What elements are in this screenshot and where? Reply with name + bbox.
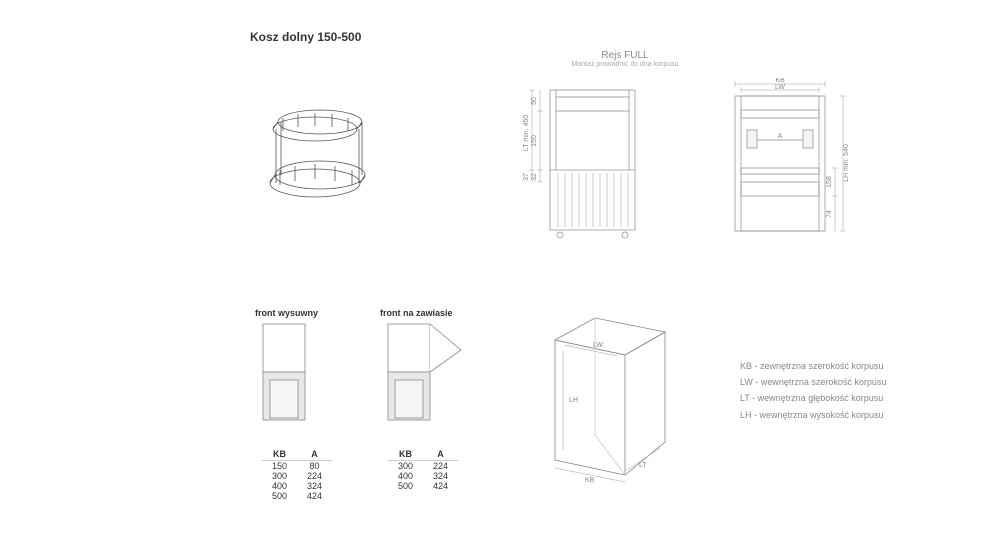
rejs-header-block: Rejs FULL Montaż prowadnic do dna korpus…	[565, 50, 685, 68]
dim-cab-lw: LW	[593, 342, 603, 349]
dim-74: 74	[826, 210, 833, 218]
rejs-header: Rejs FULL	[565, 50, 685, 61]
legend-block: KB - zewnętrzna szerokość korpusu LW - w…	[740, 358, 886, 423]
table-zawiasie: KB A 300224 400324 500424	[388, 448, 458, 491]
cabinet-iso-drawing: LW LH LT KB	[535, 310, 685, 485]
legend-lt: LT - wewnętrzna głębokość korpusu	[740, 390, 886, 406]
table-wysuwny: KB A 15080 300224 400324 500424	[262, 448, 332, 501]
dim-32: 32	[531, 173, 538, 181]
legend-kb: KB - zewnętrzna szerokość korpusu	[740, 358, 886, 374]
dim-lt-min-460: LT min. 460	[523, 115, 530, 151]
rejs-sub: Montaż prowadnic do dna korpusu	[565, 61, 685, 68]
table-zawiasie-col-kb: KB	[388, 448, 423, 461]
table-zawiasie-col-a: A	[423, 448, 458, 461]
dim-lw: LW	[775, 84, 785, 91]
legend-lw: LW - wewnętrzna szerokość korpusu	[740, 374, 886, 390]
dim-50: 50	[531, 97, 538, 105]
top-view-drawing: LT min. 460 150 50 32 37	[510, 85, 655, 240]
dim-a: A	[778, 133, 783, 140]
dim-cab-lh: LH	[569, 397, 578, 404]
dim-158: 158	[826, 176, 833, 188]
table-row: 300224	[388, 461, 458, 472]
front-wysuwny-label: front wysuwny	[255, 308, 318, 318]
page-title: Kosz dolny 150-500	[250, 30, 361, 44]
dim-lh-min-540: LH min. 540	[843, 144, 850, 182]
front-zawiasie-label: front na zawiasie	[380, 308, 453, 318]
table-row: 500424	[388, 481, 458, 491]
dim-cab-lt: LT	[639, 462, 647, 469]
iso-basket-drawing	[260, 85, 390, 215]
front-view-drawing: KB LW A LH min. 540 158 74	[725, 78, 865, 243]
legend-lh: LH - wewnętrzna wysokość korpusu	[740, 407, 886, 423]
table-row: 15080	[262, 461, 332, 472]
table-row: 400324	[262, 481, 332, 491]
front-wysuwny-drawing	[258, 322, 333, 427]
table-row: 300224	[262, 471, 332, 481]
table-wysuwny-col-a: A	[297, 448, 332, 461]
dim-37: 37	[523, 173, 530, 181]
dim-cab-kb: KB	[585, 477, 595, 484]
table-row: 400324	[388, 471, 458, 481]
table-wysuwny-col-kb: KB	[262, 448, 297, 461]
front-zawiasie-drawing	[383, 322, 478, 427]
dim-150: 150	[531, 135, 538, 147]
table-row: 500424	[262, 491, 332, 501]
